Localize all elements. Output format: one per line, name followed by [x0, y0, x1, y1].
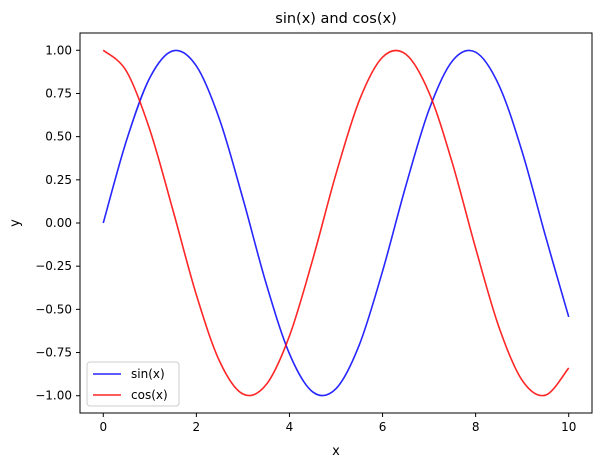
plot-area — [102, 49, 570, 397]
axes-frame — [79, 32, 593, 414]
y-tick-label: −1.00 — [35, 389, 72, 403]
y-tick-label: −0.25 — [35, 259, 72, 273]
x-tick-label: 10 — [561, 420, 576, 434]
y-axis: −1.00 −0.75 −0.50 −0.25 0.00 0.25 0.50 0.75 1.00 — [35, 43, 80, 403]
y-tick-label: −0.75 — [35, 346, 72, 360]
x-tick-label: 6 — [379, 420, 387, 434]
y-tick-label: −0.50 — [35, 302, 72, 316]
x-tick-label: 4 — [286, 420, 294, 434]
x-tick-label: 0 — [99, 420, 107, 434]
y-tick-label: 0.25 — [45, 173, 72, 187]
y-axis-label: y — [8, 219, 23, 227]
chart-title: sin(x) and cos(x) — [275, 11, 396, 27]
series-line-cos — [102, 49, 570, 397]
x-tick-label: 8 — [472, 420, 480, 434]
y-tick-label: 0.00 — [45, 216, 72, 230]
x-tick-label: 2 — [193, 420, 201, 434]
x-axis-label: x — [332, 444, 340, 459]
y-tick-label: 1.00 — [45, 43, 72, 57]
legend-label: cos(x) — [131, 388, 168, 402]
series-line-sin — [102, 49, 570, 397]
legend: sin(x) cos(x) — [86, 361, 180, 407]
legend-label: sin(x) — [131, 367, 165, 381]
x-axis: 0 2 4 6 8 10 — [99, 413, 576, 434]
y-tick-label: 0.75 — [45, 86, 72, 100]
y-tick-label: 0.50 — [45, 130, 72, 144]
